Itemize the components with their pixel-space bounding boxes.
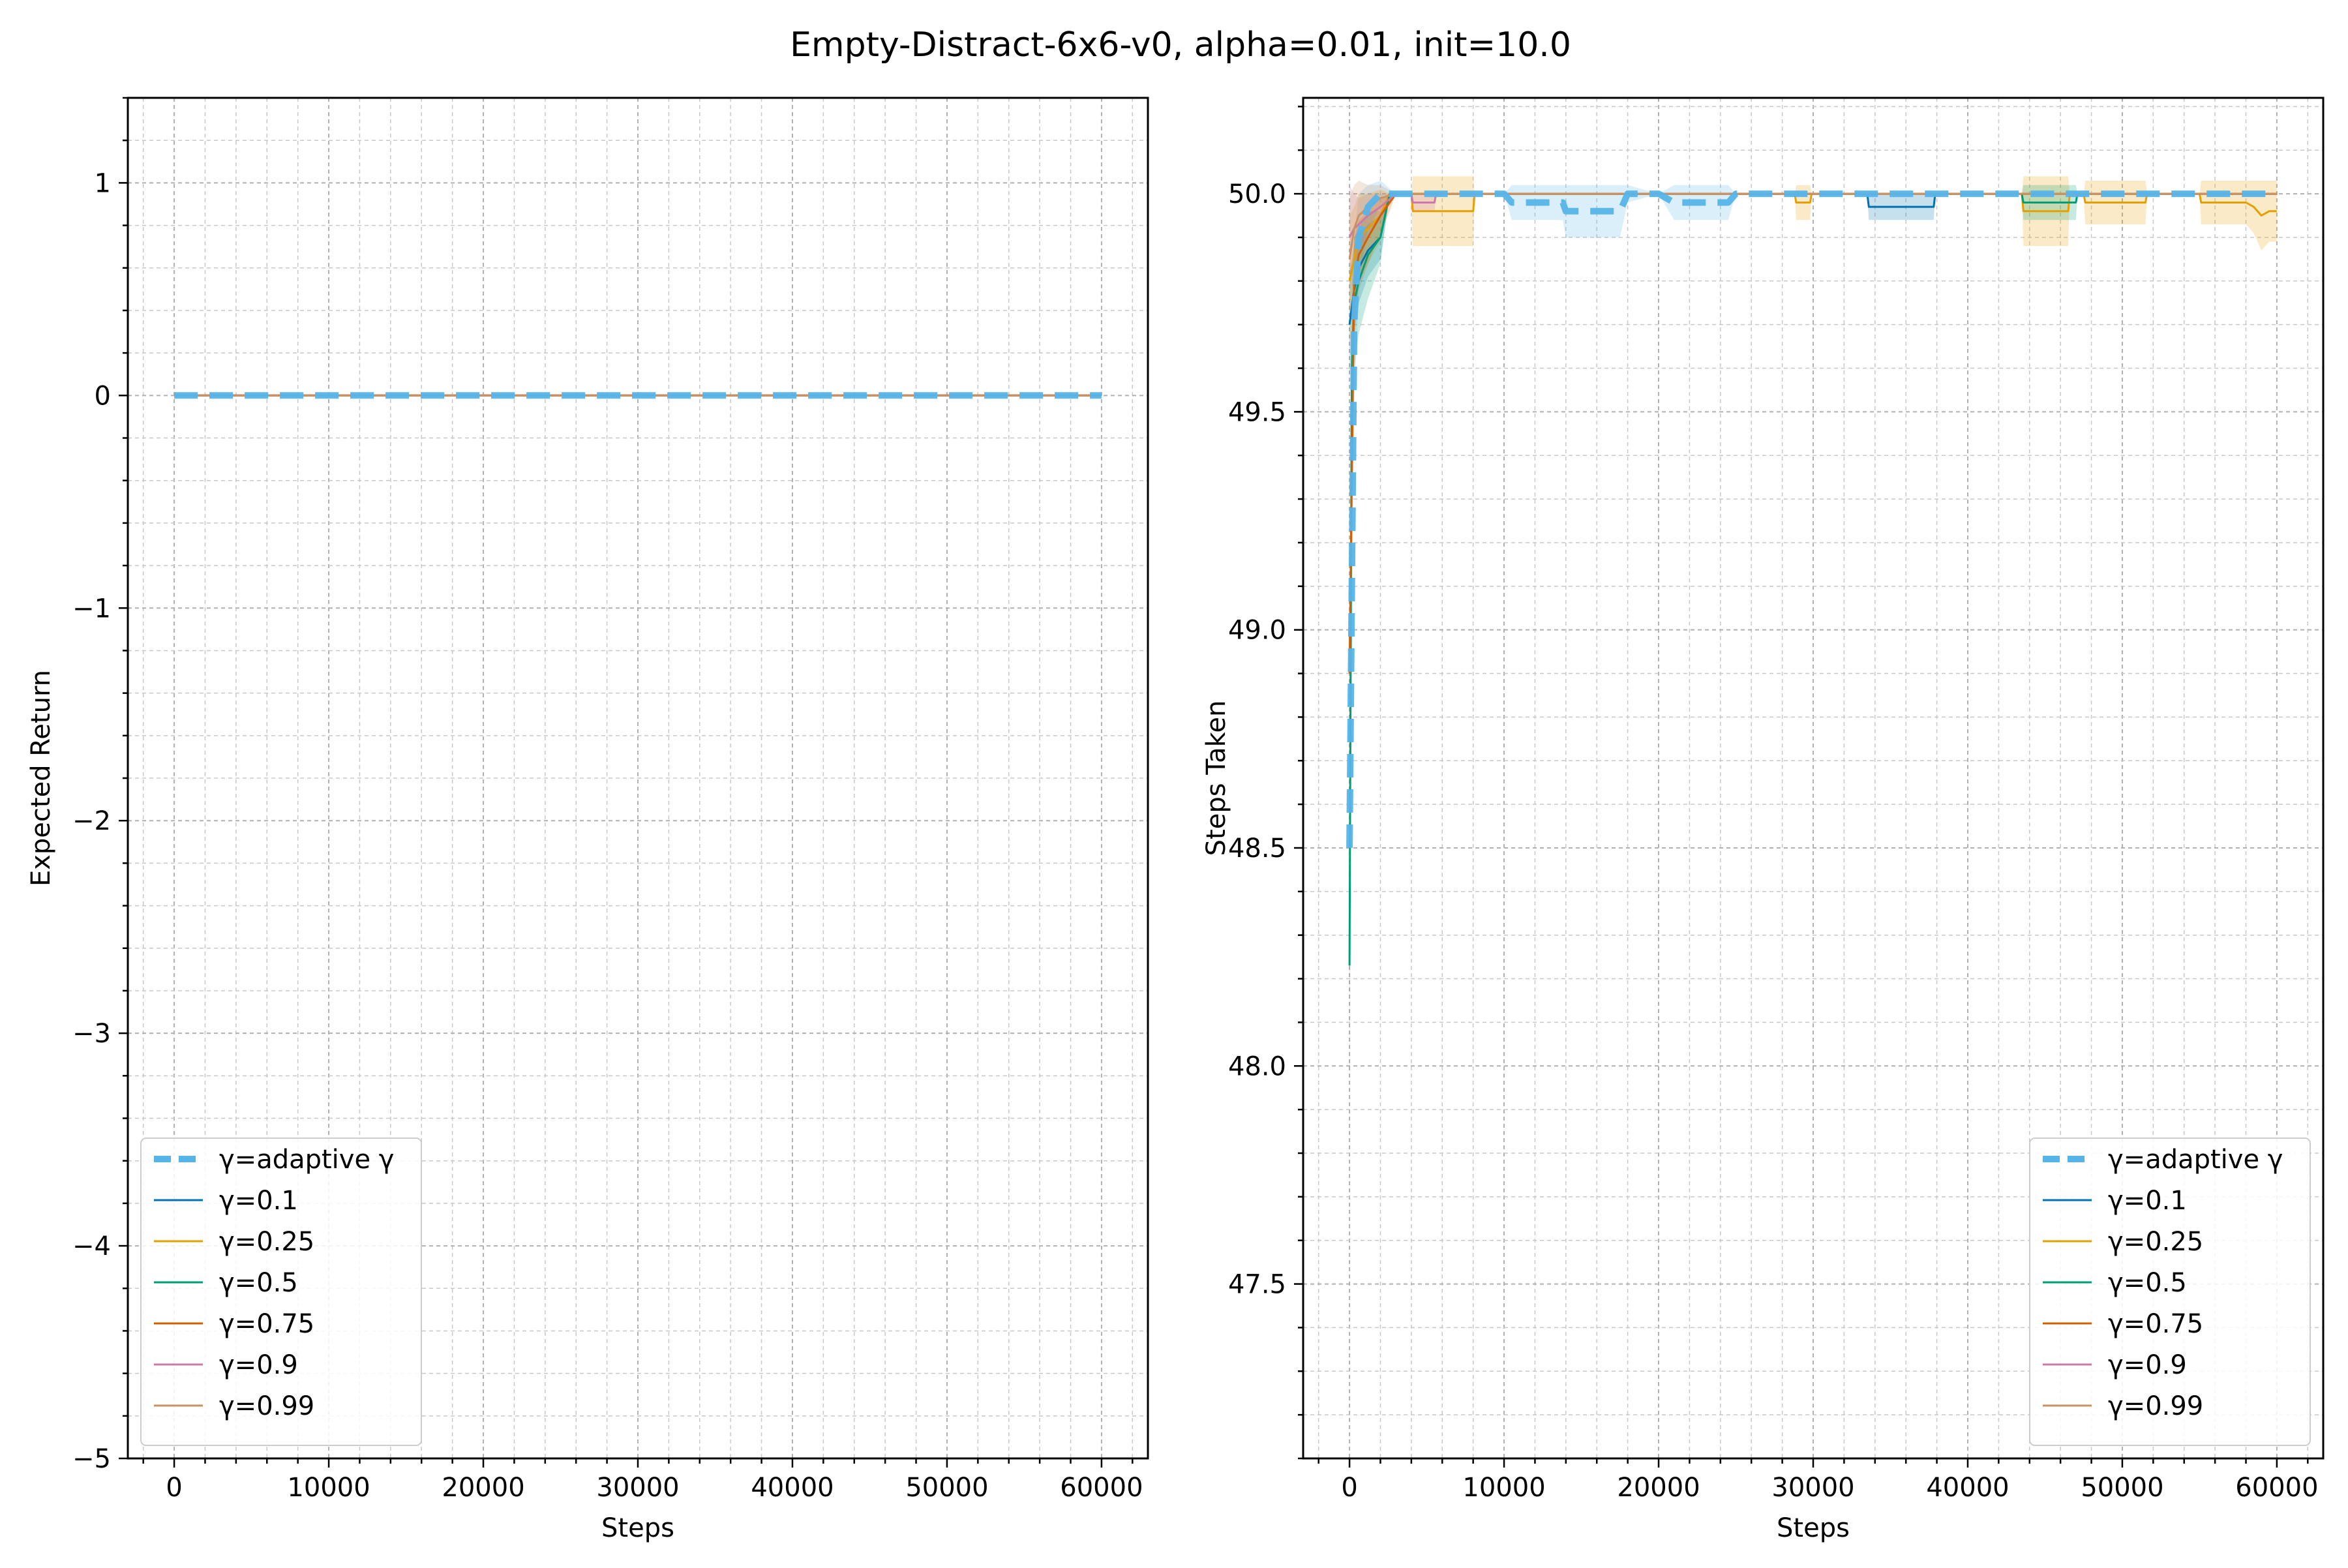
y-tick-label: 49.0 — [1228, 616, 1286, 646]
y-tick-label: 48.0 — [1228, 1051, 1286, 1081]
y-tick-label: 50.0 — [1228, 179, 1286, 209]
legend-label-2: γ=0.25 — [219, 1227, 314, 1257]
legend-label-5: γ=0.9 — [219, 1350, 298, 1380]
y-tick-label: −3 — [72, 1019, 111, 1049]
legend: γ=adaptive γ γ=0.1 γ=0.25 γ=0.5 γ=0.75 γ=0.9 γ… — [2029, 1138, 2311, 1446]
x-tick-label: 60000 — [2235, 1473, 2318, 1503]
y-tick-label: −5 — [72, 1444, 111, 1474]
x-tick-label: 50000 — [2081, 1473, 2163, 1503]
legend-label-3: γ=0.5 — [2108, 1268, 2187, 1298]
legend-label-4: γ=0.75 — [219, 1309, 314, 1339]
x-tick-label: 30000 — [1771, 1473, 1854, 1503]
x-tick-label: 50000 — [905, 1473, 988, 1503]
y-tick-label: −1 — [72, 594, 111, 624]
series-band-2 — [1349, 176, 2277, 347]
legend-label-3: γ=0.5 — [219, 1268, 298, 1298]
x-tick-label: 10000 — [287, 1473, 370, 1503]
y-axis-label: Expected Return — [26, 670, 56, 886]
y-tick-label: 0 — [95, 381, 111, 411]
legend-label-0: γ=adaptive γ — [219, 1145, 394, 1175]
legend-label-1: γ=0.1 — [219, 1186, 298, 1216]
x-axis-label: Steps — [601, 1513, 674, 1543]
x-tick-label: 0 — [166, 1473, 182, 1503]
x-tick-label: 10000 — [1462, 1473, 1545, 1503]
x-tick-label: 40000 — [751, 1473, 834, 1503]
x-tick-label: 0 — [1341, 1473, 1357, 1503]
x-axis-label: Steps — [1777, 1513, 1850, 1543]
x-tick-label: 20000 — [1617, 1473, 1700, 1503]
legend-box — [140, 1138, 422, 1446]
y-tick-label: 49.5 — [1228, 397, 1286, 427]
data-layer — [1346, 176, 2277, 1097]
right-chart-steps-taken: 0 10000 20000 30000 40000 50000 60000 47.5 48.0 4… — [1201, 97, 2325, 1543]
y-tick-label: 47.5 — [1228, 1270, 1286, 1300]
y-tick-label: −4 — [72, 1231, 111, 1261]
x-tick-label: 20000 — [442, 1473, 524, 1503]
legend-label-5: γ=0.9 — [2108, 1350, 2187, 1380]
left-chart-expected-return: 0 10000 20000 30000 40000 50000 60000 −5 −4 −3 −2 −… — [26, 97, 1149, 1543]
y-tick-label: 48.5 — [1228, 834, 1286, 864]
y-tick-label: −2 — [72, 806, 111, 836]
legend-box — [2029, 1138, 2311, 1446]
legend-label-1: γ=0.1 — [2108, 1186, 2187, 1216]
legend-label-2: γ=0.25 — [2108, 1227, 2203, 1257]
legend-label-6: γ=0.99 — [2108, 1391, 2203, 1421]
series-line-0 — [1346, 190, 2277, 849]
x-tick-label: 60000 — [1060, 1473, 1143, 1503]
x-tick-label: 40000 — [1926, 1473, 2009, 1503]
legend-label-4: γ=0.75 — [2108, 1309, 2203, 1339]
figure-title: Empty-Distract-6x6-v0, alpha=0.01, init=… — [790, 25, 1571, 65]
y-axis-label: Steps Taken — [1201, 701, 1231, 856]
legend: γ=adaptive γ γ=0.1 γ=0.25 γ=0.5 γ=0.75 γ=0.9 γ… — [140, 1138, 422, 1446]
legend-label-6: γ=0.99 — [219, 1391, 314, 1421]
legend-label-0: γ=adaptive γ — [2108, 1145, 2283, 1175]
y-tick-label: 1 — [95, 168, 111, 198]
x-tick-label: 30000 — [596, 1473, 679, 1503]
